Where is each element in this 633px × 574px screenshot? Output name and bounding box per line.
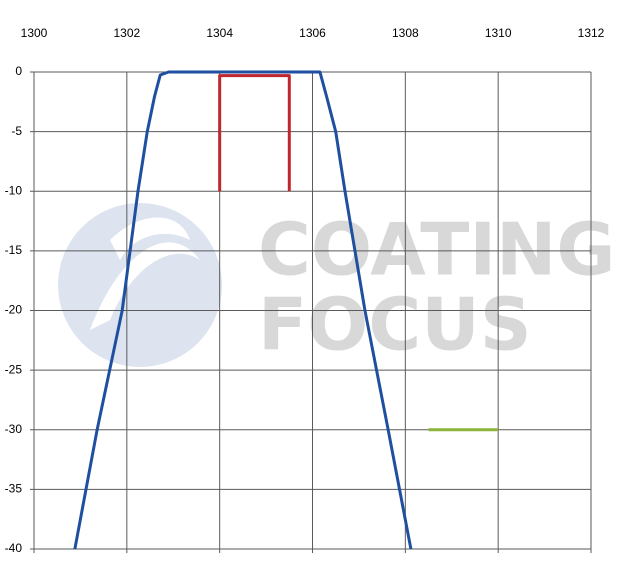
- y-tick-label: -40: [5, 541, 23, 555]
- x-tick-label: 1300: [21, 26, 48, 40]
- y-tick-label: -30: [5, 422, 23, 436]
- y-tick-label: -35: [5, 482, 23, 496]
- x-tick-label: 1310: [485, 26, 512, 40]
- x-tick-label: 1308: [392, 26, 419, 40]
- y-tick-label: -10: [5, 183, 23, 197]
- watermark: FOCUS: [258, 283, 532, 367]
- logo: [58, 203, 222, 367]
- x-tick-label: 1302: [113, 26, 140, 40]
- watermark: COATING: [258, 208, 616, 292]
- series-line: [73, 70, 413, 550]
- x-tick-label: 1312: [578, 26, 605, 40]
- series-line: [218, 74, 291, 192]
- y-tick-label: -25: [5, 362, 23, 376]
- y-tick-label: -15: [5, 243, 23, 257]
- x-tick-label: 1306: [299, 26, 326, 40]
- y-tick-label: 0: [15, 64, 22, 78]
- x-tick-label: 1304: [206, 26, 233, 40]
- y-tick-label: -20: [5, 303, 23, 317]
- y-tick-label: -5: [11, 124, 22, 138]
